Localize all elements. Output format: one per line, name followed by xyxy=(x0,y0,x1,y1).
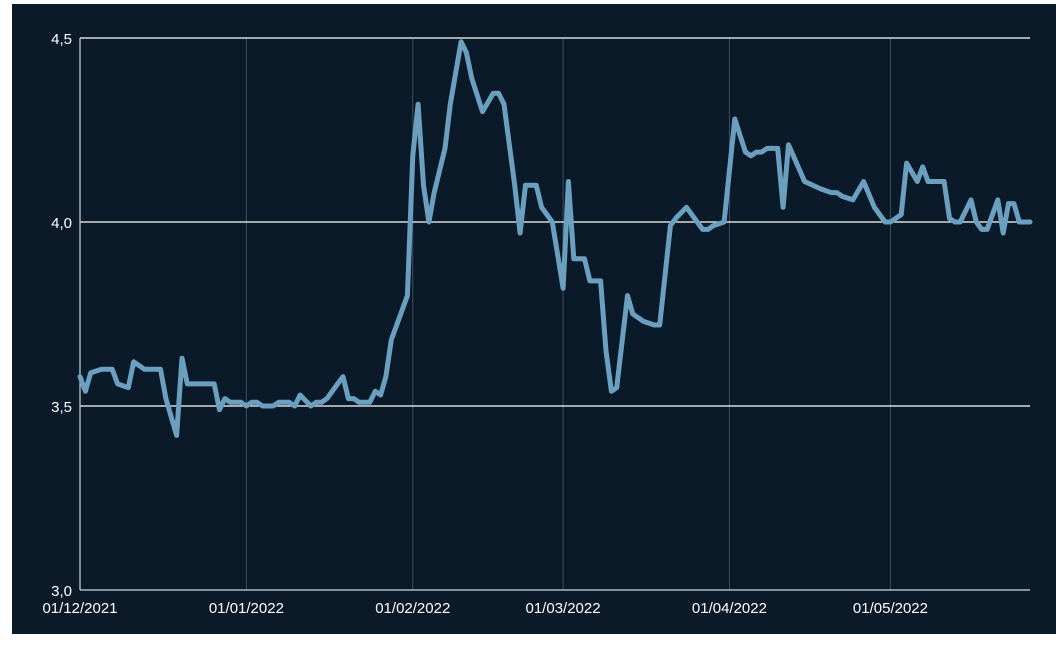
x-tick-label: 01/03/2022 xyxy=(526,600,601,617)
y-tick-label: 3,0 xyxy=(51,583,72,600)
x-tick-label: 01/12/2021 xyxy=(42,600,117,617)
chart-panel xyxy=(12,4,1056,634)
x-tick-label: 01/02/2022 xyxy=(375,600,450,617)
x-tick-labels: 01/12/2021 01/01/2022 01/02/2022 01/03/2022… xyxy=(42,600,928,617)
x-tick-label: 01/01/2022 xyxy=(209,600,284,617)
x-tick-label: 01/05/2022 xyxy=(853,600,928,617)
y-tick-label: 4,0 xyxy=(51,215,72,232)
y-tick-label: 4,5 xyxy=(51,31,72,48)
x-tick-label: 01/04/2022 xyxy=(692,600,767,617)
vertical-gridlines xyxy=(245,38,891,590)
series-line xyxy=(77,39,1033,438)
series-layer xyxy=(77,39,1033,438)
horizontal-gridlines xyxy=(80,37,1030,407)
y-tick-labels: 3,0 3,5 4,0 4,5 xyxy=(51,31,72,600)
y-tick-label: 3,5 xyxy=(51,399,72,416)
